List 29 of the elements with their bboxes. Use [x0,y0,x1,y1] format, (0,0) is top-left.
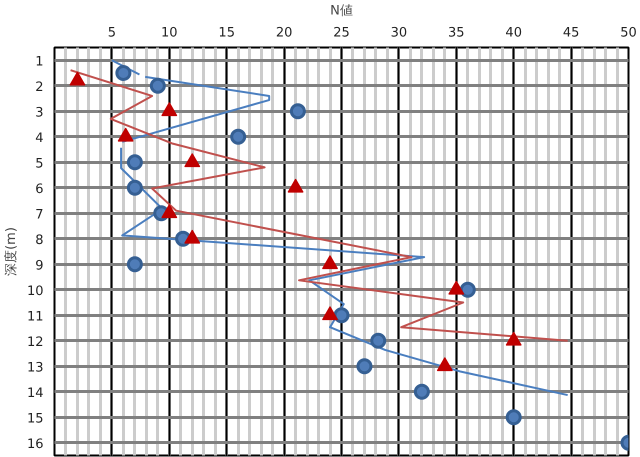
y-tick-label: 11 [26,309,44,324]
x-tick-label: 20 [276,26,292,40]
y-tick-label: 2 [35,80,44,95]
y-tick-label: 6 [35,182,44,197]
y-tick-label: 1 [35,54,44,70]
y-tick-label: 5 [35,156,44,172]
x-tick-label: 10 [161,26,178,40]
y-tick-label: 14 [26,386,44,401]
x-axis-title: N値 [330,4,353,18]
y-tick-label: 10 [26,284,44,299]
y-tick-label: 3 [35,105,44,120]
y-tick-label: 4 [35,130,44,146]
x-tick-label: 30 [390,26,408,40]
y-tick-label: 12 [26,334,44,350]
x-tick-label: 35 [448,26,465,40]
y-tick-label: 15 [26,411,44,426]
y-tick-label: 7 [35,207,44,222]
y-tick-label: 16 [26,436,44,452]
y-axis-title: 深度(m) [2,227,19,276]
y-tick-label: 8 [35,232,44,248]
x-tick-label: 5 [108,26,116,40]
x-tick-label: 50 [620,26,637,40]
x-tick-label: 15 [218,26,235,40]
y-tick-label: 13 [26,360,44,376]
x-tick-label: 25 [333,26,350,40]
y-tick-label: 9 [35,258,44,274]
x-tick-label: 45 [562,26,580,40]
x-tick-label: 40 [505,26,522,40]
line-series [70,69,569,342]
